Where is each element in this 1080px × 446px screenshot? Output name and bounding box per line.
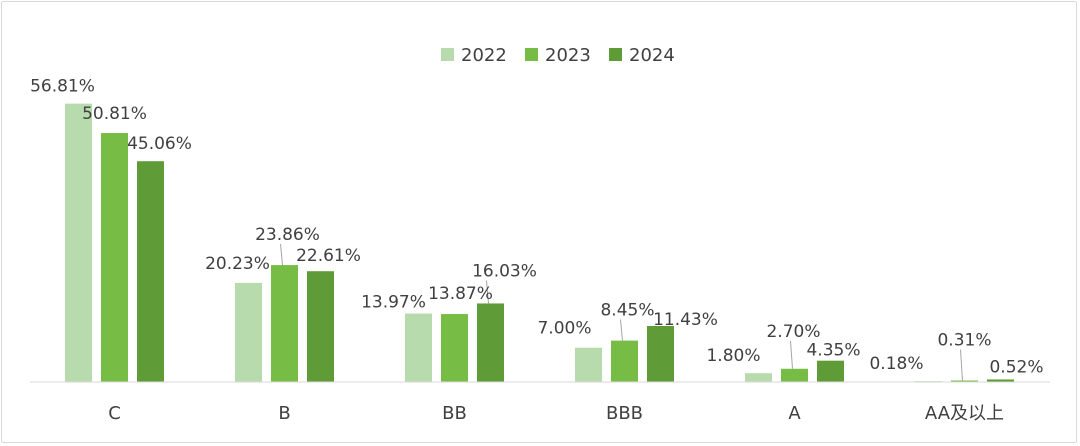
bar-2023-AA及以上 xyxy=(951,380,978,382)
bar-2024-B xyxy=(307,271,334,382)
data-label-2024-AA及以上: 0.52% xyxy=(989,357,1043,377)
leader-lines-layer xyxy=(280,244,963,381)
data-label-2022-BB: 13.97% xyxy=(361,293,426,313)
data-label-2023-BBB: 8.45% xyxy=(600,301,654,321)
data-label-2024-A: 4.35% xyxy=(806,341,860,361)
x-tick-label-B: B xyxy=(278,403,290,424)
data-label-2022-B: 20.23% xyxy=(205,254,270,274)
data-label-2023-C: 50.81% xyxy=(82,104,147,124)
bar-2024-A xyxy=(817,360,844,382)
data-labels-layer: 56.81% 50.81% 45.06% 20.23% 23.86%22.61% 13.9… xyxy=(30,77,1043,378)
leader-line-2023-BBB xyxy=(620,319,623,341)
leader-line-2023-A xyxy=(790,340,793,369)
data-label-2022-C: 56.81% xyxy=(30,77,95,97)
legend-label-2024: 2024 xyxy=(629,45,675,66)
data-label-2024-B: 22.61% xyxy=(296,246,361,266)
bar-2024-AA及以上 xyxy=(987,379,1014,382)
bar-2022-BB xyxy=(405,313,432,382)
data-label-2023-B: 23.86% xyxy=(255,225,320,245)
legend-swatch-2024 xyxy=(609,48,622,61)
legend: 2022 2023 2024 xyxy=(441,45,675,66)
bars-layer xyxy=(65,103,1014,383)
bar-2022-B xyxy=(235,282,262,382)
bar-2022-BBB xyxy=(575,347,602,382)
leader-line-2023-B xyxy=(280,244,283,266)
data-label-2024-C: 45.06% xyxy=(127,134,192,154)
data-label-2022-AA及以上: 0.18% xyxy=(869,354,923,374)
x-tick-labels-layer: C B BB BBB A AA及以上 xyxy=(108,403,1004,424)
x-tick-label-BB: BB xyxy=(442,403,467,424)
leader-line-2023-AA及以上 xyxy=(960,349,963,381)
bar-2023-A xyxy=(781,368,808,382)
data-label-2023-A: 2.70% xyxy=(766,322,820,342)
data-label-2023-AA及以上: 0.31% xyxy=(937,330,991,350)
legend-swatch-2022 xyxy=(441,48,454,61)
data-label-2023-BB: 13.87% xyxy=(428,284,493,304)
data-label-2024-BB: 16.03% xyxy=(472,261,537,281)
bar-2023-B xyxy=(271,265,298,382)
data-label-2022-BBB: 7.00% xyxy=(537,319,591,339)
legend-swatch-2023 xyxy=(525,48,538,61)
bar-2022-C xyxy=(65,103,92,383)
legend-label-2022: 2022 xyxy=(461,45,507,66)
bar-2023-C xyxy=(101,133,128,382)
x-tick-label-C: C xyxy=(108,403,121,424)
leader-line-2024-BB xyxy=(486,280,489,304)
data-label-2022-A: 1.80% xyxy=(706,346,760,366)
bar-2024-BB xyxy=(477,303,504,382)
legend-label-2023: 2023 xyxy=(545,45,591,66)
bar-2024-C xyxy=(137,161,164,382)
x-tick-label-A: A xyxy=(788,403,801,424)
data-label-2024-BBB: 11.43% xyxy=(653,310,718,330)
bar-2023-BBB xyxy=(611,340,638,382)
x-tick-label-BBB: BBB xyxy=(606,403,643,424)
x-tick-label-AA及以上: AA及以上 xyxy=(925,403,1004,424)
bar-2023-BB xyxy=(441,314,468,382)
bar-2024-BBB xyxy=(647,325,674,382)
bar-2022-A xyxy=(745,373,772,382)
